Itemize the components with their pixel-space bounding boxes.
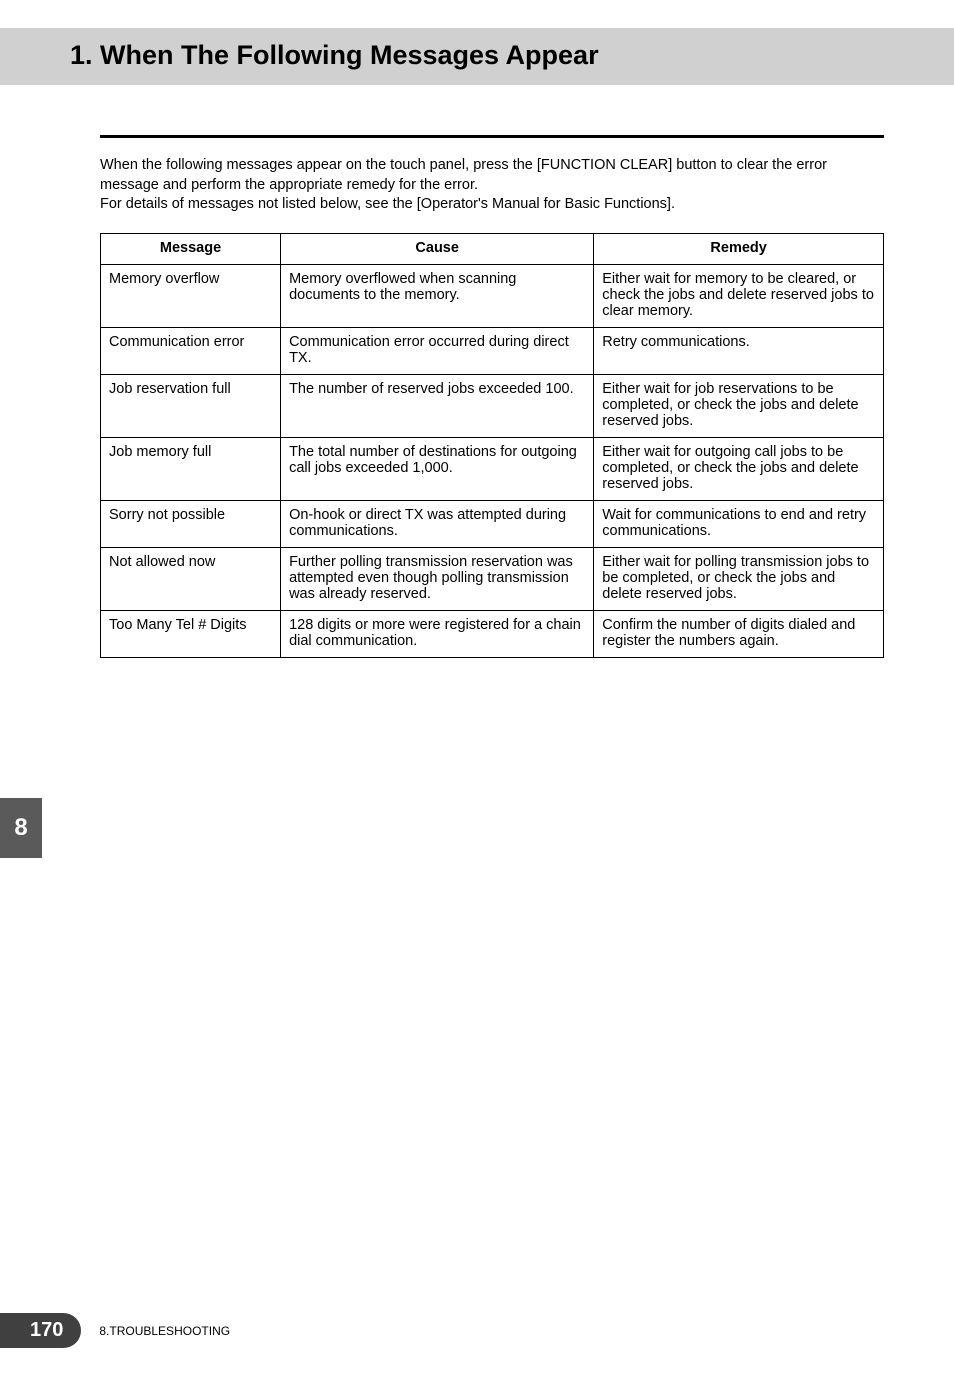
cell-message: Not allowed now	[101, 547, 281, 610]
cell-cause: Communication error occurred during dire…	[281, 327, 594, 374]
cell-message: Too Many Tel # Digits	[101, 610, 281, 657]
table-row: Too Many Tel # Digits 128 digits or more…	[101, 610, 884, 657]
cell-remedy: Either wait for job reservations to be c…	[594, 374, 884, 437]
intro-line-2: For details of messages not listed below…	[100, 196, 675, 212]
header-cause: Cause	[281, 233, 594, 264]
section-rule	[100, 135, 884, 138]
cell-message: Job memory full	[101, 437, 281, 500]
table-row: Job reservation full The number of reser…	[101, 374, 884, 437]
cell-cause: The number of reserved jobs exceeded 100…	[281, 374, 594, 437]
cell-message: Sorry not possible	[101, 500, 281, 547]
cell-remedy: Confirm the number of digits dialed and …	[594, 610, 884, 657]
cell-message: Job reservation full	[101, 374, 281, 437]
chapter-tab: 8	[0, 798, 42, 858]
table-header-row: Message Cause Remedy	[101, 233, 884, 264]
cell-cause: 128 digits or more were registered for a…	[281, 610, 594, 657]
cell-remedy: Retry communications.	[594, 327, 884, 374]
header-message: Message	[101, 233, 281, 264]
table-row: Communication error Communication error …	[101, 327, 884, 374]
table-row: Sorry not possible On-hook or direct TX …	[101, 500, 884, 547]
cell-remedy: Either wait for outgoing call jobs to be…	[594, 437, 884, 500]
table-row: Job memory full The total number of dest…	[101, 437, 884, 500]
page-number: 170	[30, 1319, 63, 1341]
intro-paragraph: When the following messages appear on th…	[100, 156, 884, 215]
table-row: Not allowed now Further polling transmis…	[101, 547, 884, 610]
messages-table: Message Cause Remedy Memory overflow Mem…	[100, 233, 884, 658]
header-remedy: Remedy	[594, 233, 884, 264]
cell-message: Communication error	[101, 327, 281, 374]
cell-cause: On-hook or direct TX was attempted durin…	[281, 500, 594, 547]
table-row: Memory overflow Memory overflowed when s…	[101, 264, 884, 327]
page-content: When the following messages appear on th…	[0, 85, 954, 658]
cell-remedy: Either wait for memory to be cleared, or…	[594, 264, 884, 327]
page-footer: 170 8.TROUBLESHOOTING	[0, 1313, 230, 1348]
cell-remedy: Wait for communications to end and retry…	[594, 500, 884, 547]
chapter-tab-number: 8	[14, 814, 27, 842]
page-number-badge: 170	[0, 1313, 81, 1348]
cell-message: Memory overflow	[101, 264, 281, 327]
cell-cause: Further polling transmission reservation…	[281, 547, 594, 610]
cell-remedy: Either wait for polling transmission job…	[594, 547, 884, 610]
intro-line-1: When the following messages appear on th…	[100, 157, 827, 193]
footer-section-label: 8.TROUBLESHOOTING	[99, 1324, 230, 1338]
cell-cause: The total number of destinations for out…	[281, 437, 594, 500]
chapter-title: 1. When The Following Messages Appear	[70, 40, 934, 71]
chapter-header-bar: 1. When The Following Messages Appear	[0, 28, 954, 85]
cell-cause: Memory overflowed when scanning document…	[281, 264, 594, 327]
